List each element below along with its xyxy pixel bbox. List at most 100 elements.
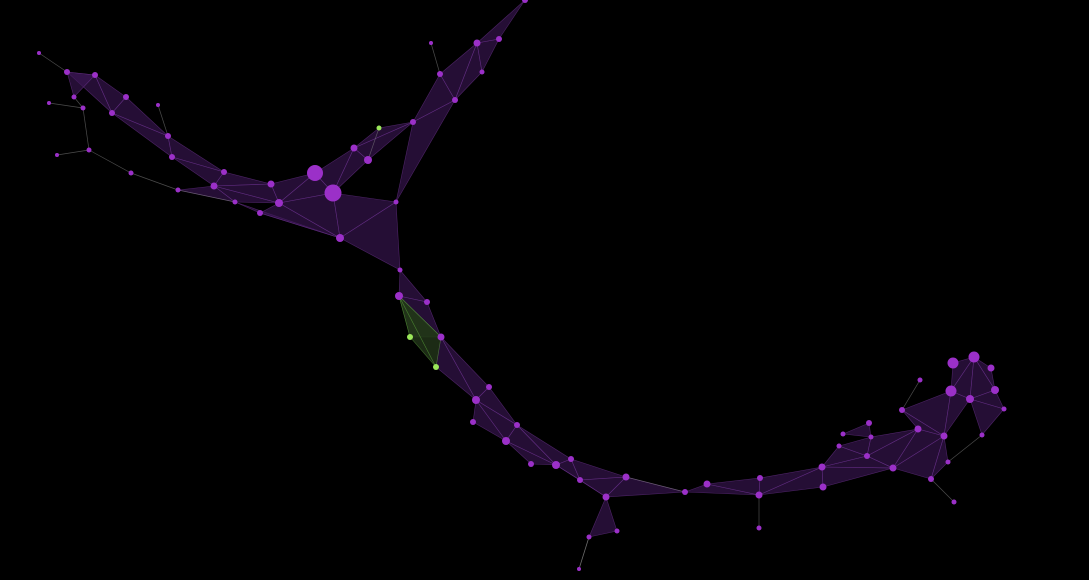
node-highlight bbox=[433, 364, 439, 370]
node bbox=[267, 180, 275, 188]
node bbox=[951, 499, 957, 505]
node bbox=[947, 357, 959, 369]
node bbox=[397, 267, 403, 273]
node bbox=[568, 456, 574, 462]
node bbox=[945, 385, 957, 397]
edge bbox=[625, 476, 686, 493]
node bbox=[393, 199, 399, 205]
nodes-layer bbox=[37, 0, 1007, 571]
node bbox=[156, 103, 160, 107]
node bbox=[324, 184, 342, 202]
node bbox=[991, 386, 999, 394]
edge bbox=[578, 536, 590, 570]
face-triangle bbox=[841, 422, 872, 438]
node bbox=[818, 463, 826, 471]
edge bbox=[901, 379, 921, 411]
node bbox=[47, 101, 51, 105]
face-triangle bbox=[66, 71, 96, 98]
node bbox=[429, 41, 433, 45]
node bbox=[92, 72, 98, 78]
edge bbox=[177, 189, 236, 203]
edge bbox=[157, 104, 169, 137]
node bbox=[109, 110, 115, 116]
faces-layer bbox=[66, 0, 1005, 538]
node bbox=[928, 476, 934, 482]
node bbox=[350, 144, 358, 152]
node bbox=[470, 419, 476, 425]
node bbox=[452, 97, 458, 103]
face-triangle-highlight bbox=[398, 295, 442, 368]
node bbox=[165, 133, 171, 139]
node-highlight bbox=[407, 334, 413, 340]
node bbox=[614, 528, 620, 534]
node bbox=[966, 395, 974, 403]
node bbox=[1001, 406, 1007, 412]
node bbox=[472, 396, 480, 404]
node bbox=[840, 431, 846, 437]
edge bbox=[48, 102, 84, 109]
node bbox=[479, 69, 485, 75]
node bbox=[221, 169, 227, 175]
node bbox=[602, 493, 610, 501]
face-triangle bbox=[969, 398, 1005, 436]
face-triangle bbox=[353, 121, 414, 149]
node bbox=[703, 480, 711, 488]
node-highlight bbox=[376, 125, 382, 131]
node bbox=[86, 147, 92, 153]
node bbox=[514, 422, 520, 428]
node bbox=[437, 71, 443, 77]
edge bbox=[130, 172, 179, 191]
face-triangle bbox=[475, 386, 518, 426]
node bbox=[410, 119, 416, 125]
face-triangle bbox=[505, 440, 557, 466]
node bbox=[622, 473, 630, 481]
node bbox=[232, 199, 238, 205]
node bbox=[64, 69, 70, 75]
node bbox=[940, 432, 948, 440]
edge bbox=[930, 478, 955, 503]
edge bbox=[430, 42, 441, 75]
node bbox=[210, 182, 218, 190]
node bbox=[424, 299, 430, 305]
node bbox=[987, 364, 995, 372]
node bbox=[552, 461, 560, 469]
face-triangle bbox=[930, 435, 949, 480]
face-triangle bbox=[111, 96, 169, 137]
node bbox=[257, 210, 263, 216]
node bbox=[914, 425, 922, 433]
face-triangle bbox=[476, 0, 526, 44]
node bbox=[864, 453, 870, 459]
node bbox=[80, 105, 86, 111]
node bbox=[37, 51, 41, 55]
node bbox=[682, 489, 688, 495]
node bbox=[586, 534, 592, 540]
edge bbox=[88, 149, 132, 174]
face-triangle bbox=[588, 496, 618, 538]
node bbox=[275, 199, 283, 207]
node bbox=[889, 464, 897, 472]
edge bbox=[947, 434, 983, 463]
node bbox=[123, 94, 129, 100]
node bbox=[169, 154, 175, 160]
node bbox=[755, 491, 763, 499]
node bbox=[757, 475, 763, 481]
node bbox=[756, 525, 762, 531]
node bbox=[866, 420, 872, 426]
node bbox=[577, 477, 583, 483]
node bbox=[336, 234, 344, 242]
node bbox=[128, 170, 134, 176]
node bbox=[577, 567, 581, 571]
node bbox=[868, 434, 874, 440]
face-triangle bbox=[339, 201, 401, 271]
node bbox=[486, 384, 492, 390]
node bbox=[522, 0, 528, 3]
node bbox=[496, 36, 502, 42]
node bbox=[528, 461, 534, 467]
node bbox=[437, 333, 445, 341]
node bbox=[395, 292, 403, 300]
node bbox=[899, 407, 905, 413]
node bbox=[979, 432, 985, 438]
node bbox=[55, 153, 59, 157]
node bbox=[945, 459, 951, 465]
